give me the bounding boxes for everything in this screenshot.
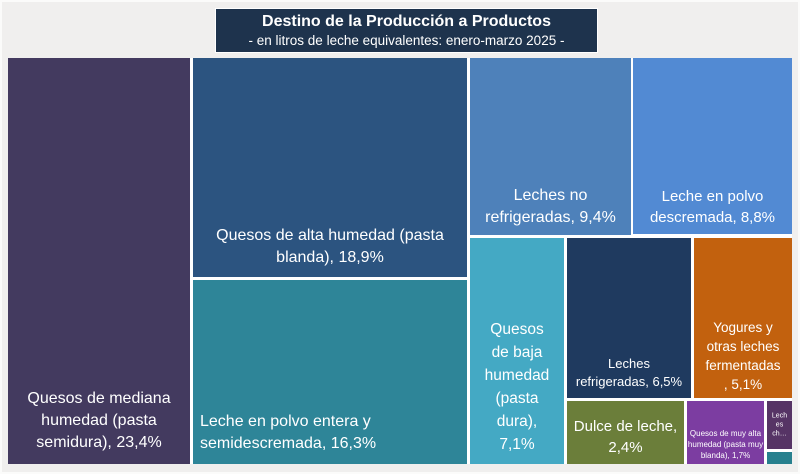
tile-label: Dulce de leche, 2,4% [567, 416, 684, 458]
treemap-tile-leche-polvo-entera: Leche en polvo entera y semidescremada, … [193, 280, 467, 464]
tile-label: Quesos de mediana humedad (pasta semidur… [8, 388, 190, 454]
tile-label-line: humedad (pasta [41, 412, 157, 429]
tile-label-line: refrigeradas, 6,5% [575, 374, 683, 389]
tile-label-line: humedad (pasta muy [687, 440, 764, 449]
tile-label: Leche en polvo descremada, 8,8% [633, 186, 792, 228]
tile-label-line: Yogures y [713, 320, 773, 335]
treemap-tile-leches-ch-truncado: Lech es ch… [767, 401, 792, 449]
tile-label-line: es [775, 421, 784, 429]
tile-label-line: de baja [491, 344, 543, 361]
chart-title-box: Destino de la Producción a Productos - e… [215, 8, 598, 53]
chart-subtitle: - en litros de leche equivalentes: enero… [248, 33, 565, 48]
tile-label-line: Leche en polvo [661, 188, 764, 205]
tile-label-line: Leches [608, 356, 650, 371]
tile-label-line: Quesos [490, 321, 544, 338]
tile-label-line: Leches no [513, 187, 588, 204]
tile-label-line: (pasta [495, 390, 539, 407]
tile-label-line: blanda), 1,7% [700, 451, 751, 460]
treemap-tile-leche-polvo-descremada: Leche en polvo descremada, 8,8% [633, 58, 792, 234]
tile-label-line: Dulce de leche, [573, 418, 678, 435]
tile-label: Quesos de muy alta humedad (pasta muy bl… [687, 428, 764, 461]
tile-label-line: Lech [771, 412, 788, 420]
tile-label-line: blanda), 18,9% [276, 249, 384, 266]
tile-label-line: Quesos de alta humedad (pasta [216, 227, 444, 244]
tile-label-line: Quesos de mediana [27, 390, 171, 407]
tile-label-line: ch… [772, 430, 787, 438]
tile-label: Leches refrigeradas, 6,5% [567, 355, 691, 391]
tile-label-line: otras leches [706, 339, 780, 354]
tile-label-line: dura), [496, 413, 538, 430]
chart-title: Destino de la Producción a Productos [262, 13, 551, 30]
treemap-tile-leches-no-refrigeradas: Leches no refrigeradas, 9,4% [470, 58, 631, 235]
tile-label: Lech es ch… [767, 412, 792, 439]
tile-label-line: descremada, 8,8% [649, 209, 776, 226]
tile-label: Leche en polvo entera y semidescremada, … [200, 411, 467, 455]
tile-label-line: humedad [484, 367, 550, 384]
treemap-tile-leches-refrigeradas: Leches refrigeradas, 6,5% [567, 238, 691, 398]
tile-label-line: , 5,1% [723, 377, 763, 392]
tile-label-line: 2,4% [608, 439, 643, 456]
tile-label-line: Leche en polvo entera y [200, 413, 371, 430]
treemap-tile-quesos-baja-humedad: Quesos de baja humedad (pasta dura), 7,1… [470, 238, 564, 464]
tile-label-line: fermentadas [705, 358, 781, 373]
treemap-chart: Quesos de mediana humedad (pasta semidur… [8, 58, 792, 464]
tile-label: Leches no refrigeradas, 9,4% [470, 185, 631, 229]
tile-label-line: refrigeradas, 9,4% [485, 209, 616, 226]
tile-label-line: Quesos de muy alta [689, 429, 762, 438]
treemap-tile-quesos-alta-humedad: Quesos de alta humedad (pasta blanda), 1… [193, 58, 467, 277]
treemap-tile-sin-etiqueta [767, 452, 792, 464]
tile-label-line: semidescremada, 16,3% [200, 435, 377, 452]
tile-label: Quesos de baja humedad (pasta dura), 7,1… [470, 318, 564, 456]
tile-label: Yogures y otras leches fermentadas , 5,1… [694, 318, 792, 394]
tile-label: Quesos de alta humedad (pasta blanda), 1… [193, 225, 467, 269]
tile-label-line: 7,1% [499, 436, 535, 453]
treemap-tile-quesos-muy-alta-humedad: Quesos de muy alta humedad (pasta muy bl… [687, 401, 764, 464]
tile-label-line: semidura), 23,4% [36, 434, 162, 451]
treemap-tile-dulce-de-leche: Dulce de leche, 2,4% [567, 401, 684, 464]
treemap-tile-quesos-mediana-humedad: Quesos de mediana humedad (pasta semidur… [8, 58, 190, 464]
treemap-tile-yogures-leches-fermentadas: Yogures y otras leches fermentadas , 5,1… [694, 238, 792, 398]
